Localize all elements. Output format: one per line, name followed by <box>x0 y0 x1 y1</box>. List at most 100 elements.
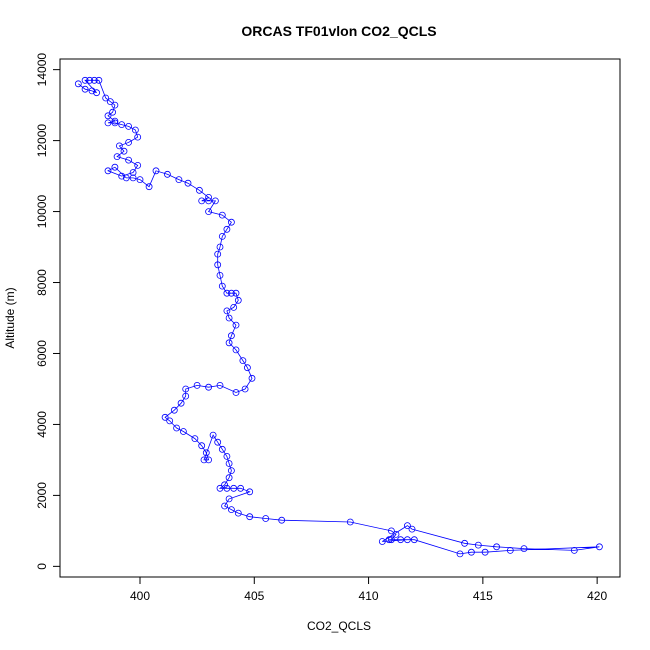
data-point <box>152 167 160 175</box>
data-point <box>134 133 142 141</box>
data-point <box>385 536 393 544</box>
data-point <box>387 527 395 535</box>
data-point <box>125 123 133 130</box>
data-point <box>403 536 411 544</box>
y-tick-label: 2000 <box>35 482 49 509</box>
y-tick-label: 8000 <box>35 269 49 296</box>
data-point <box>111 117 119 125</box>
y-axis-label: Altitude (m) <box>3 287 17 348</box>
data-point <box>223 307 231 315</box>
data-point <box>88 87 96 95</box>
data-point <box>221 502 229 510</box>
data-point <box>166 417 174 425</box>
data-point <box>104 119 112 127</box>
data-series <box>74 76 603 558</box>
x-axis-label: CO2_QCLS <box>307 619 371 633</box>
data-point <box>106 98 114 105</box>
data-point <box>81 85 89 93</box>
data-point <box>234 296 242 304</box>
data-point <box>191 435 199 443</box>
data-point <box>111 119 119 127</box>
data-point <box>131 126 139 134</box>
data-point <box>223 484 231 492</box>
data-point <box>104 112 112 120</box>
data-point <box>205 197 213 205</box>
data-point <box>111 163 119 171</box>
data-point <box>223 225 231 233</box>
data-point <box>216 381 224 389</box>
data-point <box>232 389 240 396</box>
data-point <box>109 108 116 116</box>
data-point <box>211 197 219 205</box>
data-point <box>461 539 469 547</box>
data-point <box>118 121 126 128</box>
data-point <box>214 261 222 269</box>
data-point <box>198 197 206 205</box>
data-point <box>216 484 224 492</box>
x-tick-label: 420 <box>587 589 607 603</box>
data-point <box>225 495 233 503</box>
data-point <box>227 467 235 475</box>
data-point <box>122 174 130 182</box>
data-point <box>129 169 137 176</box>
data-point <box>182 392 190 400</box>
data-point <box>134 161 142 169</box>
data-point <box>246 513 254 521</box>
series-line <box>78 79 600 555</box>
data-point <box>232 346 240 354</box>
data-point <box>145 183 153 191</box>
y-tick-label: 0 <box>35 563 49 570</box>
x-tick-label: 405 <box>244 589 264 603</box>
data-point <box>118 172 126 180</box>
data-point <box>173 424 181 432</box>
data-point <box>93 89 100 97</box>
data-point <box>410 536 418 544</box>
data-point <box>225 339 233 347</box>
data-point <box>225 460 233 467</box>
data-point <box>346 518 354 526</box>
data-point <box>234 509 242 517</box>
data-point <box>397 536 405 544</box>
chart-title: ORCAS TF01vlon CO2_QCLS <box>241 23 436 39</box>
x-tick-label: 415 <box>473 589 493 603</box>
data-point <box>227 289 235 297</box>
data-point <box>408 525 416 533</box>
y-tick-label: 10000 <box>35 195 49 229</box>
data-point <box>506 547 514 554</box>
data-point <box>170 406 178 414</box>
data-point <box>246 488 254 496</box>
data-point <box>225 474 233 482</box>
data-point <box>221 481 229 489</box>
data-point <box>227 218 235 226</box>
data-point <box>467 548 475 556</box>
data-point <box>241 385 249 393</box>
data-point <box>205 208 213 216</box>
data-point <box>262 515 270 522</box>
data-point <box>205 456 213 464</box>
data-point <box>214 250 222 258</box>
data-point <box>177 399 185 407</box>
y-tick-label: 6000 <box>35 340 49 367</box>
data-point <box>163 170 171 178</box>
data-point <box>218 232 226 240</box>
data-point <box>232 289 240 297</box>
plot-frame <box>59 58 621 578</box>
data-point <box>200 456 208 464</box>
data-point <box>202 449 210 457</box>
data-point <box>223 452 231 460</box>
data-point <box>195 186 203 194</box>
x-tick-label: 400 <box>130 589 150 603</box>
data-point <box>102 94 110 102</box>
data-point <box>392 531 400 538</box>
data-point <box>125 156 133 164</box>
data-point <box>184 179 192 187</box>
data-point <box>570 547 578 554</box>
data-point <box>248 374 256 382</box>
data-point <box>403 522 411 529</box>
x-tick-label: 410 <box>359 589 379 603</box>
data-point <box>111 101 119 109</box>
data-point <box>596 543 603 551</box>
data-point <box>86 76 94 84</box>
data-point <box>230 303 238 311</box>
